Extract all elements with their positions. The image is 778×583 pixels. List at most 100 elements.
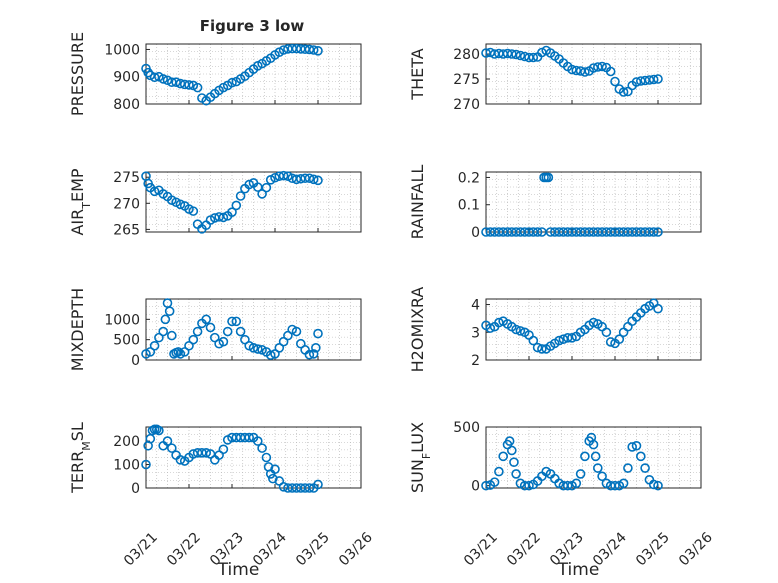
series-points: [141, 298, 323, 360]
data-point: [218, 444, 229, 455]
data-point: [308, 45, 319, 55]
y-tick-label: 270: [113, 196, 140, 212]
y-tick-label: 100: [113, 458, 140, 474]
data-point: [515, 50, 526, 61]
axes-box: [485, 43, 702, 105]
data-point: [227, 77, 237, 88]
data-point: [537, 344, 547, 354]
data-point: [543, 172, 554, 183]
data-point: [571, 478, 582, 489]
y-tick-label: 270: [453, 97, 480, 113]
data-point: [313, 328, 323, 339]
y-tick-label: 0: [131, 481, 140, 497]
data-point: [562, 480, 573, 491]
data-point: [590, 451, 601, 462]
grid: [485, 172, 702, 232]
data-point: [175, 199, 186, 210]
panel-5: 0 500 1000 MIXDEPTH: [68, 288, 362, 371]
data-point: [532, 342, 543, 353]
data-point: [235, 326, 246, 337]
data-point: [653, 227, 663, 237]
data-point: [278, 170, 289, 181]
y-axis-label: MIXDEPTH: [68, 288, 87, 371]
y-tick-label: 500: [113, 333, 140, 349]
panel-4: 0 0.1 0.2 RAINFALL: [408, 165, 702, 241]
data-point: [265, 350, 276, 360]
series-points: [481, 432, 663, 491]
y-tick-label: 0.1: [458, 198, 480, 214]
data-point: [494, 317, 504, 328]
y-tick-label: 265: [113, 222, 140, 238]
data-point: [509, 457, 519, 467]
y-tick-label: 3: [471, 325, 480, 341]
y-tick-label: 800: [113, 97, 140, 113]
axes-box: [145, 171, 362, 233]
data-point: [571, 65, 582, 76]
data-point: [515, 326, 526, 336]
data-point: [252, 436, 263, 446]
data-point: [308, 349, 319, 359]
y-tick-label: 275: [453, 72, 480, 88]
x-tick-label: 03/21: [121, 530, 161, 570]
data-point: [575, 469, 586, 479]
y-tick-label: 0: [471, 225, 480, 241]
data-point: [164, 306, 175, 317]
x-tick-label: 03/22: [504, 530, 544, 570]
grid: [145, 172, 362, 232]
data-point: [511, 469, 521, 479]
data-point: [270, 172, 280, 183]
data-point: [614, 334, 625, 345]
data-point: [244, 432, 254, 443]
data-point: [149, 72, 160, 83]
panel-3: 265 270 275 AIRTEMP: [68, 168, 362, 238]
y-tick-label: 200: [113, 434, 140, 450]
data-point: [192, 82, 203, 93]
panel-1: 800 900 1000 PRESSURE: [68, 32, 362, 116]
data-point: [631, 440, 642, 451]
x-tick-label: 03/25: [633, 530, 673, 570]
y-tick-label: 0.2: [458, 170, 480, 186]
data-point: [597, 471, 607, 482]
data-point: [588, 317, 599, 328]
data-point: [162, 436, 173, 446]
data-point: [580, 67, 590, 77]
grid: [485, 427, 702, 488]
data-point: [205, 322, 216, 333]
data-point: [567, 333, 577, 343]
x-tick-label: 03/21: [461, 530, 501, 570]
data-point: [623, 463, 633, 473]
x-axis-label: Time: [557, 560, 600, 580]
data-point: [227, 207, 237, 217]
x-tick-label: 03/22: [164, 530, 204, 570]
data-point: [171, 77, 181, 87]
data-point: [188, 334, 199, 345]
y-tick-label: 0: [131, 353, 140, 369]
data-point: [567, 64, 577, 75]
data-point: [244, 179, 254, 190]
data-point: [601, 327, 612, 338]
data-point: [558, 334, 569, 345]
y-axis-label: H2OMIXRA: [408, 287, 427, 373]
data-point: [304, 349, 315, 360]
data-point: [554, 335, 564, 346]
data-point: [605, 66, 616, 77]
data-point: [154, 425, 164, 436]
data-point: [175, 455, 186, 465]
y-tick-label: 4: [471, 298, 480, 314]
axes-box: [145, 426, 362, 489]
data-point: [313, 175, 323, 186]
data-point: [158, 74, 168, 84]
data-point: [653, 480, 663, 491]
x-tick-label: 03/26: [336, 529, 376, 569]
data-point: [648, 479, 659, 490]
series-points: [141, 424, 323, 493]
data-point: [248, 342, 259, 353]
data-point: [485, 323, 496, 333]
data-point: [149, 340, 160, 351]
data-point: [167, 443, 177, 453]
x-tick-label: 03/25: [293, 530, 333, 570]
series-points: [481, 298, 663, 354]
data-point: [618, 478, 629, 489]
